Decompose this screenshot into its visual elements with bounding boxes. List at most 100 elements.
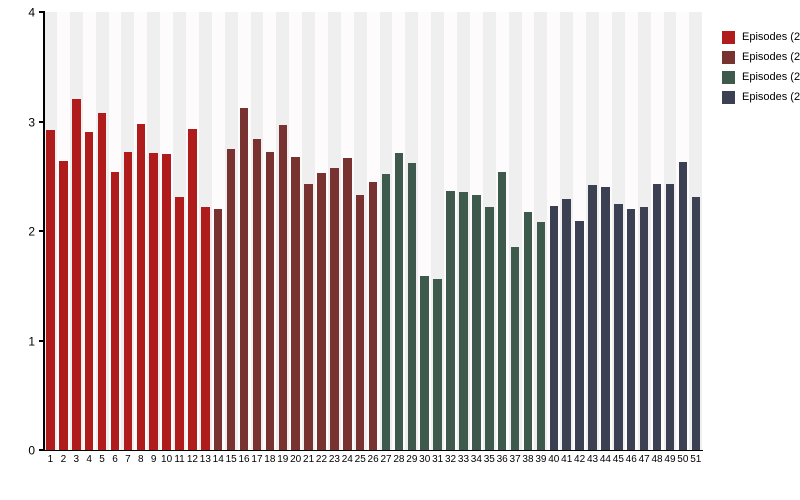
x-axis-tick-label: 32 xyxy=(444,454,457,465)
bar[interactable] xyxy=(59,160,68,450)
bar-slot xyxy=(496,12,509,450)
bar-slot xyxy=(199,12,212,450)
bar-slot xyxy=(483,12,496,450)
bar[interactable] xyxy=(665,183,675,450)
bar[interactable] xyxy=(84,132,94,450)
bar-slot xyxy=(664,12,677,450)
legend-color-swatch xyxy=(722,50,735,64)
bar-slot xyxy=(134,12,147,450)
bar[interactable] xyxy=(239,108,249,450)
legend-item[interactable]: Episodes (20 xyxy=(722,47,800,67)
x-axis-tick-label: 31 xyxy=(432,454,444,465)
bar[interactable] xyxy=(562,199,571,450)
bar[interactable] xyxy=(368,181,378,450)
x-axis-tick-label: 29 xyxy=(406,454,418,465)
x-axis-tick-label: 47 xyxy=(638,454,650,465)
y-axis-tick-label: 1 xyxy=(28,334,35,348)
x-axis-tick-label: 23 xyxy=(328,454,340,465)
legend-item[interactable]: Episodes (20 xyxy=(722,27,800,47)
bar[interactable] xyxy=(510,247,520,450)
bar[interactable] xyxy=(330,167,339,450)
bar[interactable] xyxy=(265,152,275,450)
bar[interactable] xyxy=(175,197,184,450)
x-axis-tick-label: 2 xyxy=(60,454,67,465)
legend-item-label: Episodes (20 xyxy=(742,90,800,103)
bar[interactable] xyxy=(678,162,688,450)
bar[interactable] xyxy=(278,124,288,450)
x-axis-tick-label: 27 xyxy=(380,454,392,465)
bar-slot xyxy=(431,12,444,450)
bar-slot xyxy=(547,12,560,450)
bar-slot xyxy=(444,12,457,450)
bar[interactable] xyxy=(343,157,352,450)
bar-slot xyxy=(44,12,57,450)
bar[interactable] xyxy=(588,185,597,450)
bar[interactable] xyxy=(433,279,442,450)
bar[interactable] xyxy=(188,129,197,450)
bar-slot xyxy=(612,12,625,450)
bar[interactable] xyxy=(213,209,223,450)
bar[interactable] xyxy=(123,152,133,450)
x-axis-tick-label: 26 xyxy=(367,454,379,465)
x-axis-tick-label: 1 xyxy=(47,454,54,465)
bar[interactable] xyxy=(149,153,158,450)
x-axis-tick-label: 25 xyxy=(354,454,366,465)
bar[interactable] xyxy=(420,275,429,450)
bar[interactable] xyxy=(639,206,649,450)
x-axis-tick-label: 48 xyxy=(651,454,663,465)
bar[interactable] xyxy=(355,194,365,450)
bar[interactable] xyxy=(46,130,55,450)
bar[interactable] xyxy=(394,153,404,450)
bar-slot xyxy=(418,12,431,450)
bar[interactable] xyxy=(72,98,81,450)
bar[interactable] xyxy=(252,139,262,450)
bar[interactable] xyxy=(201,206,210,450)
bar[interactable] xyxy=(162,154,171,450)
bar-slot xyxy=(470,12,483,450)
x-axis-tick-label: 41 xyxy=(561,454,573,465)
bar-slot xyxy=(676,12,689,450)
bar[interactable] xyxy=(381,174,391,450)
bar[interactable] xyxy=(291,156,300,450)
bar[interactable] xyxy=(497,171,507,450)
bar[interactable] xyxy=(459,191,468,450)
chart-legend: Episodes (20 Episodes (20 Episodes (20 Epis… xyxy=(722,27,800,107)
bar[interactable] xyxy=(626,209,636,450)
bar[interactable] xyxy=(472,194,481,450)
x-axis-tick-label: 12 xyxy=(186,454,198,465)
bar[interactable] xyxy=(601,187,610,450)
bar[interactable] xyxy=(614,203,623,450)
x-axis-tick-label: 15 xyxy=(225,454,237,465)
bar[interactable] xyxy=(97,112,107,450)
bar[interactable] xyxy=(304,183,313,450)
bar[interactable] xyxy=(136,123,146,450)
bar[interactable] xyxy=(652,183,662,450)
bar[interactable] xyxy=(536,222,546,450)
bar[interactable] xyxy=(446,190,455,450)
bar-slot xyxy=(341,12,354,450)
bar[interactable] xyxy=(575,221,584,450)
x-axis-tick-label: 38 xyxy=(522,454,534,465)
bar[interactable] xyxy=(110,171,120,450)
bar[interactable] xyxy=(407,163,417,450)
bar[interactable] xyxy=(485,206,494,450)
y-axis-tick-mark xyxy=(39,339,44,342)
bar-slot xyxy=(367,12,380,450)
bar-slot xyxy=(328,12,341,450)
bar[interactable] xyxy=(691,197,701,450)
bar[interactable] xyxy=(226,148,236,450)
bar[interactable] xyxy=(523,212,533,450)
bar[interactable] xyxy=(549,205,559,450)
bar-slot xyxy=(638,12,651,450)
x-axis-tick-label: 3 xyxy=(73,454,80,465)
bar-slot xyxy=(186,12,199,450)
legend-item[interactable]: Episodes (20 xyxy=(722,67,800,87)
bar-slot xyxy=(212,12,225,450)
y-axis-tick-label: 3 xyxy=(28,115,35,129)
legend-item[interactable]: Episodes (20 xyxy=(722,87,800,107)
bar-slot xyxy=(522,12,535,450)
x-axis-tick-label: 35 xyxy=(483,454,495,465)
bar[interactable] xyxy=(317,172,326,450)
y-axis-tick-mark xyxy=(39,11,44,13)
